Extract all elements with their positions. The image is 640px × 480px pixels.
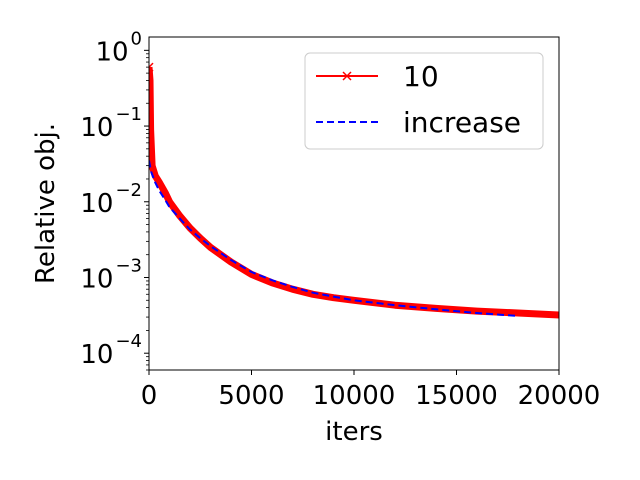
- series-marker: [149, 62, 154, 72]
- legend-label: 10: [403, 60, 439, 93]
- y-tick-label: −210: [80, 180, 142, 219]
- legend-label: increase: [403, 106, 521, 139]
- x-axis-label: iters: [325, 417, 383, 447]
- legend: 10 increase: [304, 52, 544, 150]
- x-tick-label: 5000: [218, 381, 284, 411]
- legend-item: increase: [316, 106, 521, 139]
- y-tick-label: −410: [80, 331, 142, 370]
- y-tick-base: 10: [80, 264, 113, 294]
- y-tick-exponent: −3: [115, 255, 142, 276]
- y-tick-exponent: −2: [115, 180, 142, 201]
- y-tick-exponent: −4: [115, 331, 142, 352]
- y-tick-base: 10: [95, 37, 128, 67]
- y-tick-label: −310: [80, 255, 142, 294]
- y-axis-label: Relative obj.: [31, 123, 61, 284]
- x-tick-label: 0: [141, 381, 158, 411]
- y-tick-exponent: 0: [131, 28, 142, 49]
- y-tick-label: 010: [95, 28, 142, 67]
- legend-item: 10: [316, 60, 439, 93]
- y-tick-base: 10: [80, 189, 113, 219]
- y-tick-base: 10: [80, 113, 113, 143]
- y-tick-exponent: −1: [115, 104, 142, 125]
- x-tick-label: 20000: [518, 381, 601, 411]
- x-tick-label: 10000: [313, 381, 396, 411]
- x-tick-label: 15000: [415, 381, 498, 411]
- plot-lines: [149, 62, 559, 319]
- x-axis: 0 5000 10000 15000 20000: [141, 370, 601, 411]
- y-tick-base: 10: [80, 340, 113, 370]
- series-line-increase: [149, 160, 519, 317]
- y-tick-label: −110: [80, 104, 142, 143]
